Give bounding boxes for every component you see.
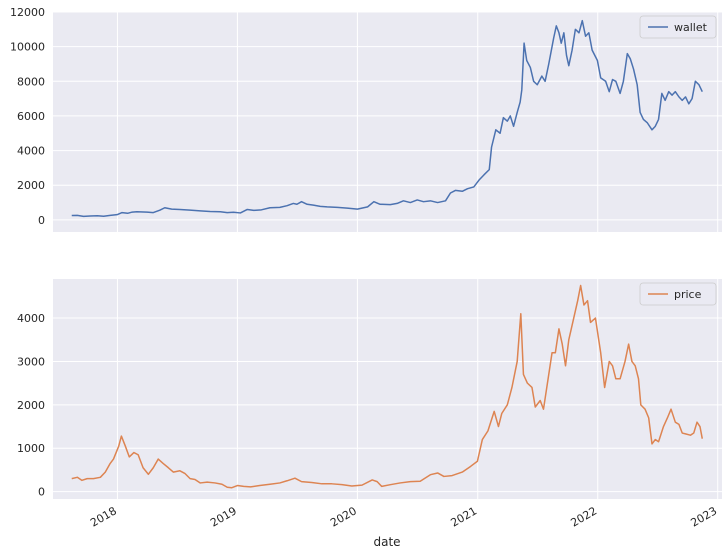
shared-x-axis: 2018 2019 2020 2021 2022 2023 <box>88 504 719 529</box>
legend-label-wallet: wallet <box>674 21 708 34</box>
price-panel: 0 1000 2000 3000 4000 price <box>17 279 722 499</box>
y-tick-label: 10000 <box>10 41 45 54</box>
y-tick-label: 6000 <box>17 110 45 123</box>
plot-background <box>53 12 722 232</box>
y-tick-label: 4000 <box>17 145 45 158</box>
x-tick-label: 2023 <box>688 504 719 529</box>
x-tick-label: 2019 <box>208 504 239 529</box>
x-tick-label: 2022 <box>568 504 599 529</box>
wallet-panel: 0 2000 4000 6000 8000 10000 12000 wallet <box>10 6 722 232</box>
y-tick-label: 1000 <box>17 442 45 455</box>
y-tick-label: 12000 <box>10 6 45 19</box>
x-tick-label: 2020 <box>328 504 359 529</box>
y-tick-label: 3000 <box>17 355 45 368</box>
legend-label-price: price <box>674 288 702 301</box>
legend-box <box>639 282 717 306</box>
x-tick-label: 2021 <box>448 504 479 529</box>
y-tick-label: 0 <box>38 214 45 227</box>
series-line-wallet <box>71 19 703 218</box>
y-tick-label: 0 <box>38 486 45 499</box>
y-tick-label: 2000 <box>17 179 45 192</box>
x-axis-label: date <box>373 535 400 549</box>
y-tick-label: 2000 <box>17 399 45 412</box>
x-tick-label: 2018 <box>88 504 119 529</box>
y-tick-label: 8000 <box>17 75 45 88</box>
legend-box <box>639 15 717 39</box>
series-line-price <box>71 284 704 489</box>
y-tick-label: 4000 <box>17 312 45 325</box>
plot-background <box>53 279 722 499</box>
